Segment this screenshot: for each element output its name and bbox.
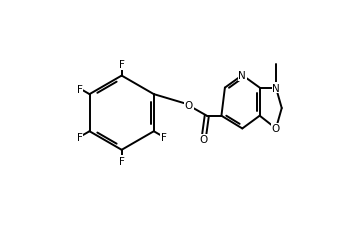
Text: F: F xyxy=(119,156,125,166)
Text: O: O xyxy=(200,135,208,145)
Text: N: N xyxy=(238,71,246,81)
Text: F: F xyxy=(77,84,83,94)
Text: F: F xyxy=(77,132,83,142)
Text: O: O xyxy=(185,100,193,110)
Text: F: F xyxy=(161,132,166,142)
Text: N: N xyxy=(272,83,280,93)
Text: F: F xyxy=(119,60,125,70)
Text: O: O xyxy=(272,124,280,134)
